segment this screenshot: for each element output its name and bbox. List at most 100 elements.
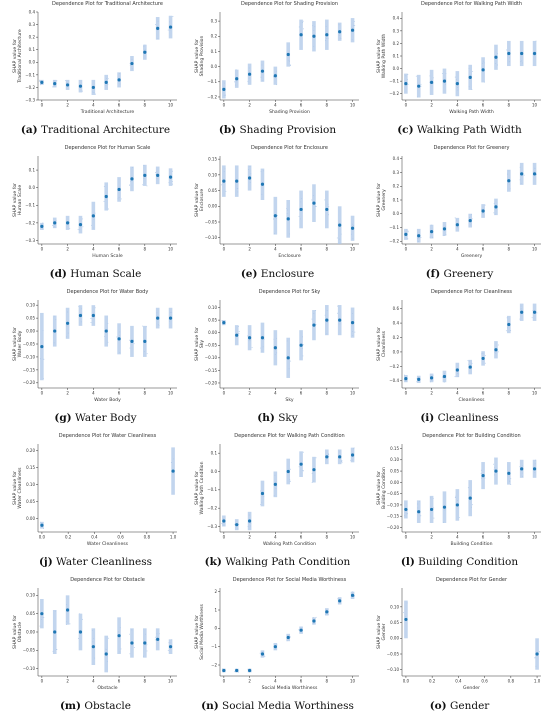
subfigure-letter: (c) [397,124,414,136]
shap-sample-dot [523,174,525,176]
shap-sample-dot [407,230,409,232]
subfigure-letter: (g) [54,412,72,424]
mean-shap-point [40,523,44,527]
shap-sample-dot [156,312,158,314]
shap-sample-dot [91,629,93,631]
chart-svg: Dependence Plot for Cleanliness 0 2 4 6 8 10 −0… [376,289,541,403]
x-tick-label: 6 [300,679,303,684]
shap-sample-dot [118,196,120,198]
x-tick-label: 10 [168,247,174,252]
shap-sample-dot [238,333,240,335]
shap-sample-dot [105,649,107,650]
y-tick-label: 0.2 [393,41,400,46]
mean-shap-point [78,630,83,634]
mean-shap-point [66,321,70,325]
shap-sample-dot [129,184,131,186]
y-tick-label: 0.2 [393,184,400,189]
mean-shap-point [53,221,57,225]
chart-title: Dependence Plot for Walking Path Conditi… [234,433,344,439]
shap-sample-dot [286,209,288,211]
shap-sample-dot [223,518,225,520]
shap-sample-dot [482,62,483,64]
shap-sample-dot [404,615,406,617]
shap-sample-dot [52,86,54,88]
shap-sample-dot [262,650,264,652]
x-tick-label: 4 [456,391,459,396]
mean-shap-point [430,80,434,84]
shap-sample-dot [108,637,110,639]
shap-sample-dot [312,623,314,625]
y-tick-label: 0.0 [393,349,400,354]
shap-sample-dot [274,474,276,476]
shap-sample-dot [82,218,84,220]
y-tick-label: 0.10 [208,172,217,177]
x-tick-label: 6 [482,391,485,396]
mean-shap-point [260,69,265,73]
shap-sample-dot [143,655,144,657]
shap-sample-dot [338,238,340,240]
chart-svg: Dependence Plot for Obstacle 0 2 4 6 8 10 −0.10… [12,577,177,691]
y-tick-label: −0.3 [25,238,35,243]
chart-panel-6: Dependence Plot for Greenery 0 2 4 6 8 10 −0.2 −… [372,144,547,284]
shap-sample-dot [223,171,225,173]
x-tick-label: 10 [350,103,356,108]
y-tick-label: 0.05 [390,620,399,625]
shap-sample-dot [80,321,82,323]
shap-sample-dot [458,517,460,519]
y-tick-label: −0.15 [23,367,36,372]
mean-shap-point [260,182,265,186]
y-axis-label: SHAP value forObstacle [12,615,23,649]
subfigure-caption-text: Sky [274,412,298,424]
mean-shap-point [40,80,44,84]
x-tick-label: 0 [405,247,408,252]
subfigure-letter: (e) [240,268,258,280]
x-tick-label: 0 [223,391,226,396]
x-tick-label: 4 [456,535,459,540]
shap-sample-dot [508,61,510,63]
x-tick-label: 0 [405,391,408,396]
subfigure-letter: (k) [204,556,222,568]
x-tick-label: 0.2 [429,679,436,684]
shap-sample-dot [94,657,96,659]
subfigure-caption-text: Enclosure [257,268,315,280]
shap-sample-dot [249,182,251,183]
shap-sample-dot [155,172,157,174]
shap-sample-dot [415,75,417,77]
shap-sample-dot [302,28,304,30]
shap-sample-dot [311,199,313,201]
x-tick-label: 10 [168,391,174,396]
mean-shap-point [260,491,265,496]
x-tick-label: 0 [41,247,44,252]
y-tick-label: −0.2 [25,85,35,90]
shap-sample-dot [471,218,473,220]
shap-sample-dot [250,671,252,673]
shap-sample-dot [495,63,496,65]
y-tick-label: −0.05 [387,491,400,496]
mean-shap-point [91,313,95,318]
shap-sample-dot [300,218,302,220]
subfigure-caption-text: Gender [446,700,490,712]
shap-sample-dot [519,179,521,181]
chart-panel-13: Dependence Plot for Obstacle 0 2 4 6 8 10 −0.10… [8,576,183,716]
shap-sample-dot [468,86,470,88]
subfigure-caption: (a) Traditional Architecture [8,124,183,136]
y-tick-label: −0.1 [25,72,35,77]
shap-sample-dot [248,70,250,72]
shap-sample-dot [351,233,352,235]
shap-sample-dot [143,351,145,353]
shap-sample-dot [261,350,263,352]
shap-sample-dot [404,374,405,376]
y-tick-label: −1 [211,644,217,649]
x-tick-label: 0 [41,391,44,396]
mean-shap-point [404,377,408,381]
shap-sample-dot [341,462,343,464]
shap-sample-dot [444,225,446,227]
y-tick-label: −0.15 [387,514,400,519]
shap-sample-dot [39,625,41,627]
x-tick-label: 0 [223,103,226,108]
chart-panel-15: Dependence Plot for Gender 0.0 0.2 0.4 0.6 0.… [372,576,547,716]
shap-sample-dot [454,76,456,78]
subfigure-caption-text: Human Scale [66,268,142,280]
shap-sample-dot [171,311,173,313]
x-tick-label: 4 [274,391,277,396]
